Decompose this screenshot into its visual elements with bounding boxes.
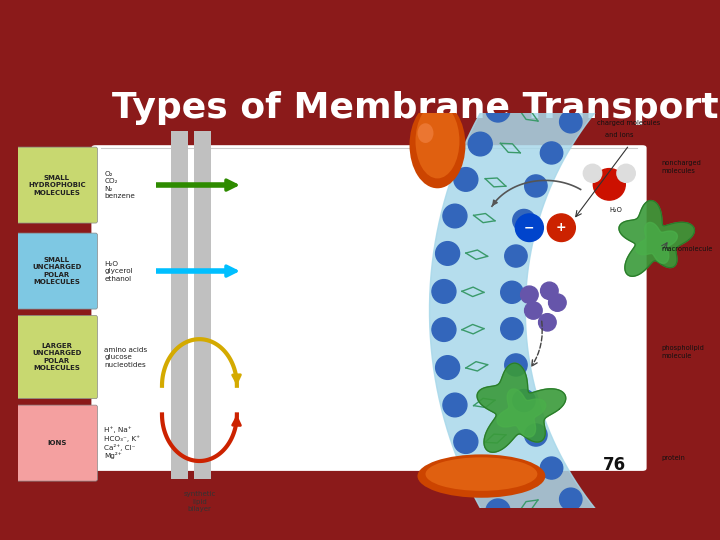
FancyBboxPatch shape	[81, 58, 657, 487]
Circle shape	[617, 164, 635, 183]
Text: H₂O
glycerol
ethanol: H₂O glycerol ethanol	[104, 261, 133, 281]
Circle shape	[541, 282, 558, 300]
Circle shape	[432, 318, 456, 341]
Circle shape	[700, 0, 720, 18]
Circle shape	[513, 389, 535, 411]
Circle shape	[667, 12, 689, 34]
Circle shape	[454, 430, 478, 454]
Text: O₂
CO₂
N₂
benzene: O₂ CO₂ N₂ benzene	[104, 171, 135, 199]
FancyBboxPatch shape	[17, 315, 97, 399]
Circle shape	[557, 9, 582, 32]
Circle shape	[468, 465, 492, 489]
Circle shape	[468, 132, 492, 156]
Bar	[194, 131, 211, 479]
Circle shape	[521, 286, 538, 303]
Text: H₂O: H₂O	[609, 207, 622, 213]
Text: charged molecules: charged molecules	[598, 120, 660, 126]
Circle shape	[486, 98, 510, 122]
Circle shape	[505, 245, 527, 267]
FancyBboxPatch shape	[84, 65, 654, 156]
Circle shape	[541, 457, 563, 479]
FancyBboxPatch shape	[17, 147, 97, 223]
Polygon shape	[636, 222, 678, 264]
Circle shape	[443, 204, 467, 228]
Circle shape	[608, 56, 630, 78]
Circle shape	[507, 66, 531, 90]
Text: LARGER
UNCHARGED
POLAR
MOLECULES: LARGER UNCHARGED POLAR MOLECULES	[32, 343, 81, 372]
Ellipse shape	[410, 102, 465, 188]
Text: −: −	[524, 221, 535, 234]
Circle shape	[436, 241, 459, 265]
Ellipse shape	[426, 457, 537, 491]
Circle shape	[587, 0, 611, 8]
Ellipse shape	[418, 123, 433, 143]
Circle shape	[541, 142, 563, 164]
Polygon shape	[430, 0, 720, 540]
Circle shape	[432, 280, 456, 303]
Text: macromolecule: macromolecule	[661, 246, 713, 252]
Circle shape	[525, 424, 547, 446]
Circle shape	[454, 167, 478, 191]
Ellipse shape	[418, 454, 545, 498]
Text: SMALL
UNCHARGED
POLAR
MOLECULES: SMALL UNCHARGED POLAR MOLECULES	[32, 257, 81, 285]
Circle shape	[525, 175, 547, 197]
FancyBboxPatch shape	[17, 405, 97, 481]
Circle shape	[559, 488, 582, 510]
Circle shape	[436, 356, 459, 380]
Circle shape	[500, 281, 523, 303]
Circle shape	[525, 302, 542, 319]
Text: protein: protein	[661, 455, 685, 461]
Polygon shape	[619, 200, 694, 276]
Text: IONS: IONS	[48, 440, 66, 446]
Text: synthetic
lipid
bilayer: synthetic lipid bilayer	[184, 491, 215, 512]
Circle shape	[559, 111, 582, 133]
Text: and ions: and ions	[606, 132, 634, 138]
Circle shape	[443, 393, 467, 417]
Circle shape	[516, 214, 544, 241]
Text: +: +	[556, 221, 567, 234]
Circle shape	[500, 318, 523, 340]
Text: H⁺, Na⁺
HCO₃⁻, K⁺
Ca²⁺, Cl⁻
Mg²⁺: H⁺, Na⁺ HCO₃⁻, K⁺ Ca²⁺, Cl⁻ Mg²⁺	[104, 427, 140, 460]
FancyBboxPatch shape	[17, 233, 97, 309]
Circle shape	[549, 294, 566, 311]
Polygon shape	[477, 363, 566, 453]
Polygon shape	[497, 389, 546, 437]
Ellipse shape	[415, 104, 459, 178]
Bar	[171, 131, 188, 479]
Text: noncharged
molecules: noncharged molecules	[661, 160, 701, 173]
Text: amino acids
glucose
nucleotides: amino acids glucose nucleotides	[104, 347, 148, 368]
Text: 76: 76	[603, 456, 626, 474]
Circle shape	[531, 36, 555, 60]
Text: Types of Membrane Transport: Overview: Types of Membrane Transport: Overview	[112, 91, 720, 125]
Circle shape	[507, 531, 531, 540]
FancyBboxPatch shape	[90, 144, 648, 472]
Circle shape	[547, 214, 575, 241]
Circle shape	[539, 314, 556, 331]
Text: phospholipid
molecule: phospholipid molecule	[661, 345, 704, 359]
Circle shape	[513, 210, 535, 232]
Circle shape	[636, 32, 659, 55]
Text: SMALL
HYDROPHOBIC
MOLECULES: SMALL HYDROPHOBIC MOLECULES	[28, 174, 86, 195]
Circle shape	[505, 354, 527, 376]
Circle shape	[486, 499, 510, 523]
Circle shape	[582, 82, 605, 104]
Circle shape	[582, 517, 605, 539]
Circle shape	[583, 164, 602, 183]
Circle shape	[593, 168, 625, 200]
